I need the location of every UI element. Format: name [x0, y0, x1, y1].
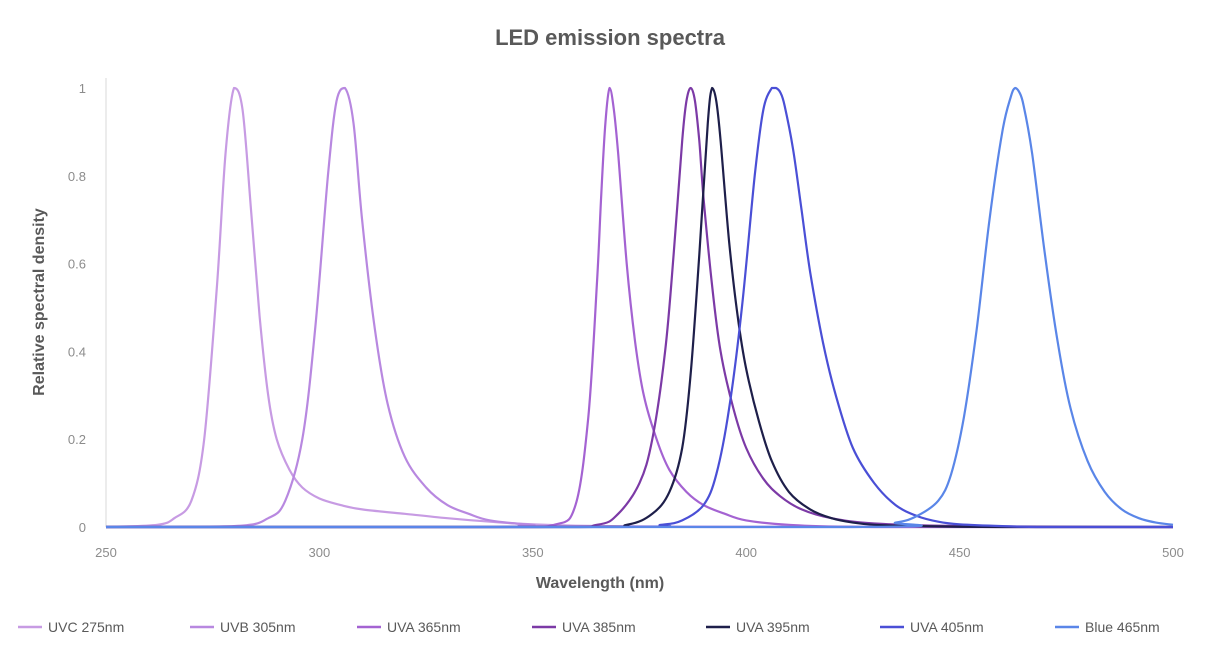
y-tick-label: 0.6 — [68, 257, 86, 272]
y-tick-label: 0.2 — [68, 432, 86, 447]
series-line-uva-365nm — [106, 86, 1173, 529]
series-line-uva-405nm — [106, 86, 1173, 529]
legend-label: Blue 465nm — [1085, 619, 1160, 635]
x-axis-label: Wavelength (nm) — [536, 575, 664, 592]
series-line-blue-465nm — [106, 86, 1174, 529]
legend-item-uvb-305nm: UVB 305nm — [190, 619, 295, 635]
legend: UVC 275nm UVB 305nm UVA 365nm UVA 385nm UVA … — [18, 619, 1160, 635]
x-tick-label: 300 — [309, 545, 331, 560]
legend-label: UVB 305nm — [220, 619, 295, 635]
legend-label: UVA 405nm — [910, 619, 984, 635]
y-tick-label: 0.8 — [68, 169, 86, 184]
legend-item-uva-385nm: UVA 385nm — [532, 619, 636, 635]
x-tick-label: 400 — [735, 545, 757, 560]
x-tick-label: 500 — [1162, 545, 1184, 560]
series-lines — [105, 86, 1174, 529]
y-tick-label: 0.4 — [68, 344, 86, 359]
chart-title: LED emission spectra — [495, 25, 726, 50]
legend-item-uva-365nm: UVA 365nm — [357, 619, 461, 635]
y-tick-label: 1 — [79, 81, 86, 96]
series-line-uva-385nm — [106, 86, 1174, 529]
y-tick-labels: 0 0.2 0.4 0.6 0.8 1 — [68, 81, 86, 535]
legend-label: UVA 395nm — [736, 619, 810, 635]
legend-label: UVA 365nm — [387, 619, 461, 635]
legend-label: UVA 385nm — [562, 619, 636, 635]
y-axis-label: Relative spectral density — [31, 208, 48, 396]
series-line-uvb-305nm — [105, 86, 1174, 529]
x-tick-label: 450 — [949, 545, 971, 560]
y-tick-label: 0 — [79, 520, 86, 535]
x-tick-label: 250 — [95, 545, 117, 560]
legend-item-uva-395nm: UVA 395nm — [706, 619, 810, 635]
x-tick-labels: 250 300 350 400 450 500 — [95, 545, 1184, 560]
series-line-uva-395nm — [106, 86, 1173, 529]
legend-item-uvc-275nm: UVC 275nm — [18, 619, 124, 635]
series-line-uvc-275nm — [105, 86, 1173, 529]
legend-label: UVC 275nm — [48, 619, 124, 635]
legend-item-uva-405nm: UVA 405nm — [880, 619, 984, 635]
x-tick-label: 350 — [522, 545, 544, 560]
legend-item-blue-465nm: Blue 465nm — [1055, 619, 1160, 635]
